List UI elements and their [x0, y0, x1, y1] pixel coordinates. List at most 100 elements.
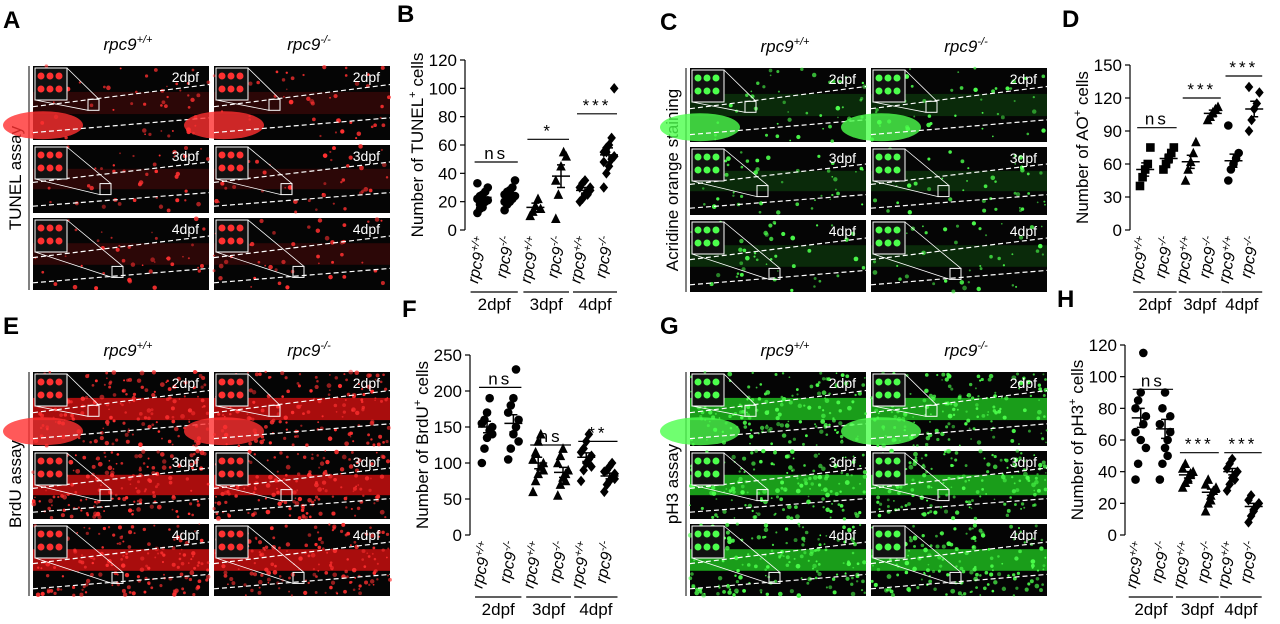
cell-dot	[103, 451, 106, 455]
cell-dot	[928, 485, 930, 488]
cell-dot	[315, 575, 318, 578]
cell-dot	[303, 590, 308, 595]
cell-dot	[842, 525, 846, 530]
inset-cell	[227, 457, 235, 465]
cell-dot	[112, 164, 116, 167]
cell-dot	[1004, 458, 1009, 463]
cell-dot	[288, 590, 291, 593]
cell-dot	[1027, 192, 1031, 195]
zoom-box	[280, 489, 293, 502]
cell-dot	[903, 419, 906, 422]
cell-dot	[920, 578, 923, 581]
cell-dot	[113, 571, 118, 576]
cell-dot	[785, 563, 790, 567]
cell-dot	[761, 448, 766, 454]
cell-dot	[89, 103, 94, 108]
inset-cell	[236, 72, 244, 80]
inset-cell	[37, 457, 45, 465]
cell-dot	[886, 498, 890, 502]
cell-dot	[1032, 537, 1035, 540]
cell-dot	[375, 494, 381, 499]
cell-dot	[1041, 460, 1046, 465]
x-tick-label-base: rpc9	[1152, 245, 1175, 279]
cell-dot	[1027, 539, 1030, 541]
cell-dot	[125, 555, 129, 559]
cell-dot	[1036, 473, 1039, 476]
cell-dot	[32, 498, 35, 501]
inset-cell	[227, 543, 235, 551]
cell-dot	[713, 427, 718, 432]
y-tick-label: 0	[448, 221, 457, 240]
cell-dot	[850, 474, 853, 477]
data-dot	[1158, 459, 1167, 469]
x-tick-label-base: rpc9	[1237, 550, 1260, 584]
cell-dot	[104, 455, 107, 458]
y-tick-label: 0	[1108, 526, 1117, 545]
cell-dot	[354, 576, 357, 579]
row-label: 2dpf	[829, 375, 856, 391]
cell-dot	[908, 536, 912, 539]
cell-dot	[315, 228, 321, 233]
x-tick-label: rpc9-/-	[590, 539, 618, 584]
cell-dot	[1043, 415, 1046, 418]
cell-dot	[775, 407, 780, 412]
cell-dot	[814, 576, 818, 580]
cell-dot	[828, 411, 832, 415]
cell-dot	[858, 523, 862, 527]
cell-dot	[330, 437, 333, 440]
cell-dot	[732, 593, 736, 597]
group-label: 3dpf	[1181, 600, 1214, 619]
cell-dot	[728, 489, 733, 493]
data-dot	[1133, 459, 1143, 469]
cell-dot	[385, 459, 391, 464]
inset-cell	[893, 470, 901, 478]
cell-dot	[59, 413, 63, 417]
cell-dot	[194, 460, 199, 465]
cell-dot	[845, 473, 849, 477]
cell-dot	[780, 180, 784, 184]
cell-dot	[276, 470, 279, 473]
y-axis-label-base: Number of TUNEL	[408, 98, 427, 238]
data-dot	[530, 475, 541, 486]
cell-dot	[776, 69, 780, 74]
cell-dot	[357, 484, 360, 486]
y-tick-label: 0	[453, 526, 462, 545]
cell-dot	[1038, 387, 1043, 392]
panel-letter: A	[3, 7, 20, 34]
cell-dot	[990, 420, 993, 423]
cell-dot	[385, 556, 388, 559]
cell-dot	[824, 398, 830, 404]
cell-dot	[324, 235, 330, 241]
cell-dot	[200, 385, 204, 389]
cell-dot	[355, 485, 358, 488]
cell-dot	[968, 479, 970, 482]
cell-dot	[86, 184, 91, 188]
cell-dot	[182, 255, 184, 258]
cell-dot	[146, 408, 152, 413]
cell-dot	[231, 581, 236, 586]
cell-dot	[350, 507, 353, 511]
group-label: 2dpf	[1134, 600, 1167, 619]
cell-dot	[101, 546, 104, 549]
outline	[689, 467, 867, 513]
cell-dot	[852, 542, 857, 547]
cell-dot	[1011, 284, 1015, 287]
cell-dot	[243, 487, 246, 490]
row-label: 3dpf	[172, 454, 199, 470]
x-tick-label-base: rpc9	[497, 550, 520, 584]
cell-dot	[346, 164, 350, 168]
cell-dot	[176, 515, 180, 519]
outline	[870, 237, 1048, 286]
cell-dot	[1034, 583, 1040, 589]
cell-dot	[85, 511, 89, 515]
data-dot	[1138, 172, 1147, 182]
cell-dot	[166, 208, 171, 213]
cell-dot	[214, 198, 219, 204]
cell-dot	[359, 487, 363, 491]
cell-dot	[869, 137, 875, 142]
cell-dot	[806, 581, 810, 585]
cell-dot	[179, 89, 182, 92]
cell-dot	[945, 593, 948, 596]
cell-dot	[168, 480, 173, 485]
cell-dot	[781, 372, 785, 375]
